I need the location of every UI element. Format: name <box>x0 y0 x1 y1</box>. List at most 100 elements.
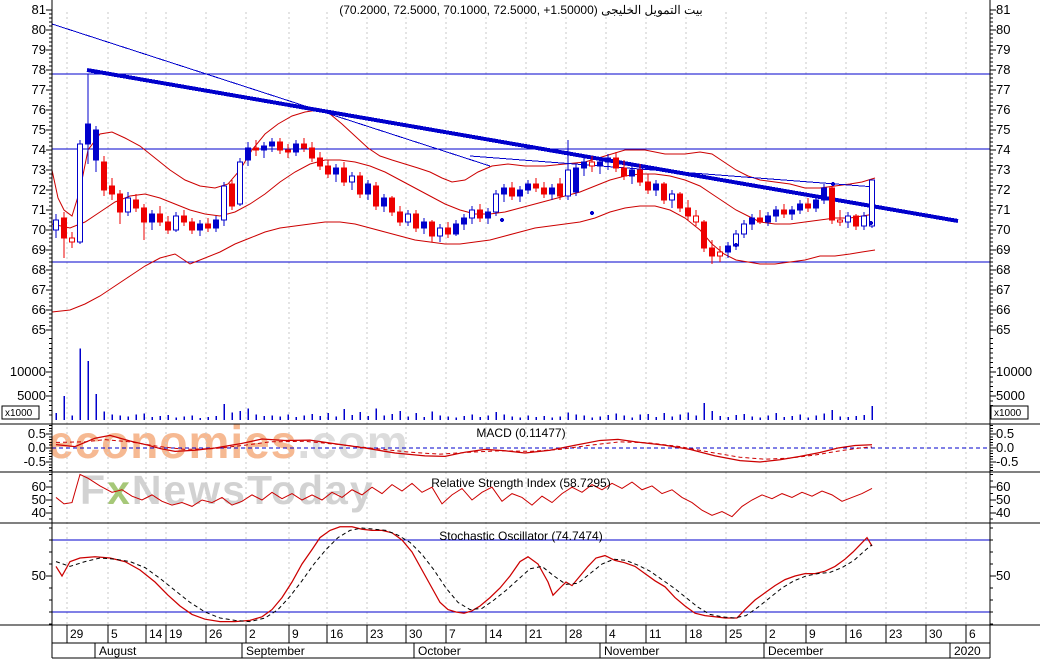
watermark-economies-line: economies.com <box>48 419 409 465</box>
month-label: 2020 <box>954 644 981 658</box>
month-label: December <box>768 644 823 658</box>
candle-body <box>85 123 91 145</box>
candle-body <box>661 183 667 201</box>
marker-dot <box>831 182 835 186</box>
candle-body <box>765 215 771 223</box>
day-label: 26 <box>209 627 223 641</box>
y-axis-label: 72 <box>32 182 46 197</box>
candle-body <box>317 157 323 167</box>
candle-body <box>261 145 267 151</box>
day-label: 23 <box>370 627 384 641</box>
y-axis-label: 70 <box>32 222 46 237</box>
candle-body <box>573 167 579 193</box>
candle-body <box>677 193 683 209</box>
candle-body <box>797 203 803 211</box>
candle-body <box>389 197 395 213</box>
candle-body <box>693 215 699 223</box>
candle-body <box>117 193 123 213</box>
candle-body <box>325 165 331 175</box>
candle-body <box>613 157 619 169</box>
candle-body <box>301 143 307 149</box>
day-label: 5 <box>111 627 118 641</box>
day-label: 14 <box>149 627 163 641</box>
candle-body <box>221 185 227 221</box>
candle-body <box>741 223 747 235</box>
watermark-brand: economies <box>48 416 298 468</box>
candle-body <box>237 161 243 205</box>
candle-body <box>365 183 371 195</box>
month-label: November <box>604 644 659 658</box>
trendline <box>51 23 491 167</box>
candle-body <box>757 217 763 223</box>
candle-body <box>837 219 843 223</box>
candle-body <box>725 245 731 253</box>
candle-body <box>213 219 219 229</box>
candle-body <box>133 199 139 209</box>
y-axis-label: 66 <box>996 302 1010 317</box>
candle-body <box>293 143 299 153</box>
candle-body <box>869 179 875 227</box>
y-axis-label: 60 <box>996 479 1010 494</box>
candle-body <box>773 209 779 217</box>
day-label: 6 <box>969 627 976 641</box>
y-axis-label: 65 <box>32 322 46 337</box>
candle-body <box>509 187 515 197</box>
candle-body <box>245 147 251 161</box>
candle-body <box>861 215 867 227</box>
candle-body <box>549 187 555 195</box>
candle-body <box>565 169 571 197</box>
y-axis-label: 10000 <box>996 364 1032 379</box>
candle-body <box>845 215 851 223</box>
y-axis-label: 65 <box>996 322 1010 337</box>
candle-body <box>61 217 67 239</box>
watermark-rest: NewsToday <box>131 467 375 513</box>
candle-body <box>637 169 643 183</box>
candle-body <box>485 211 491 219</box>
marker-dot <box>869 221 873 225</box>
candle-body <box>77 143 83 243</box>
y-axis-label: 79 <box>996 42 1010 57</box>
candle-body <box>349 175 355 183</box>
y-axis-label: 68 <box>996 262 1010 277</box>
y-axis-label: 50 <box>996 568 1010 583</box>
day-label: 19 <box>169 627 183 641</box>
candle-body <box>125 197 131 213</box>
candle-body <box>357 175 363 195</box>
y-axis-label: 40 <box>32 505 46 520</box>
day-label: 16 <box>330 627 344 641</box>
y-axis-label: 78 <box>32 62 46 77</box>
watermark-fxnewstoday-line: FxNewsToday <box>80 470 409 511</box>
y-axis-label: 5000 <box>996 388 1025 403</box>
candle-body <box>437 227 443 237</box>
candle-body <box>517 189 523 197</box>
day-label: 4 <box>609 627 616 641</box>
candle-body <box>205 223 211 229</box>
y-axis-label: 69 <box>32 242 46 257</box>
candle-body <box>253 147 259 151</box>
candle-body <box>53 219 59 231</box>
marker-dot <box>734 243 738 247</box>
candle-body <box>181 215 187 223</box>
candle-body <box>269 141 275 147</box>
candle-body <box>629 169 635 177</box>
day-label: 28 <box>569 627 583 641</box>
chart-title: (70.2000, 72.5000, 70.1000, 72.5000, +1.… <box>339 3 703 17</box>
candle-body <box>461 217 467 225</box>
y-axis-label: 79 <box>32 42 46 57</box>
candle-body <box>149 213 155 223</box>
day-label: 18 <box>689 627 703 641</box>
y-axis-label: 66 <box>32 302 46 317</box>
day-label: 29 <box>70 627 84 641</box>
y-axis-label: 50 <box>32 492 46 507</box>
month-label: September <box>246 644 305 658</box>
candle-body <box>381 197 387 207</box>
y-axis-label: 69 <box>996 242 1010 257</box>
day-label: 7 <box>449 627 456 641</box>
y-axis-label: 40 <box>996 505 1010 520</box>
y-axis-label: 67 <box>32 282 46 297</box>
y-axis-label: 75 <box>32 122 46 137</box>
y-axis-label: 76 <box>32 102 46 117</box>
y-axis-label: 81 <box>32 2 46 17</box>
unit-box-label: x1000 <box>5 408 33 419</box>
